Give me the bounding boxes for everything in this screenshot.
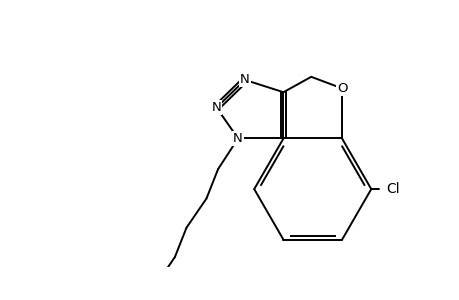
Text: N: N [233, 132, 242, 145]
Text: Cl: Cl [386, 182, 399, 196]
Text: O: O [336, 82, 347, 95]
Text: N: N [211, 101, 221, 114]
Text: N: N [240, 74, 249, 86]
